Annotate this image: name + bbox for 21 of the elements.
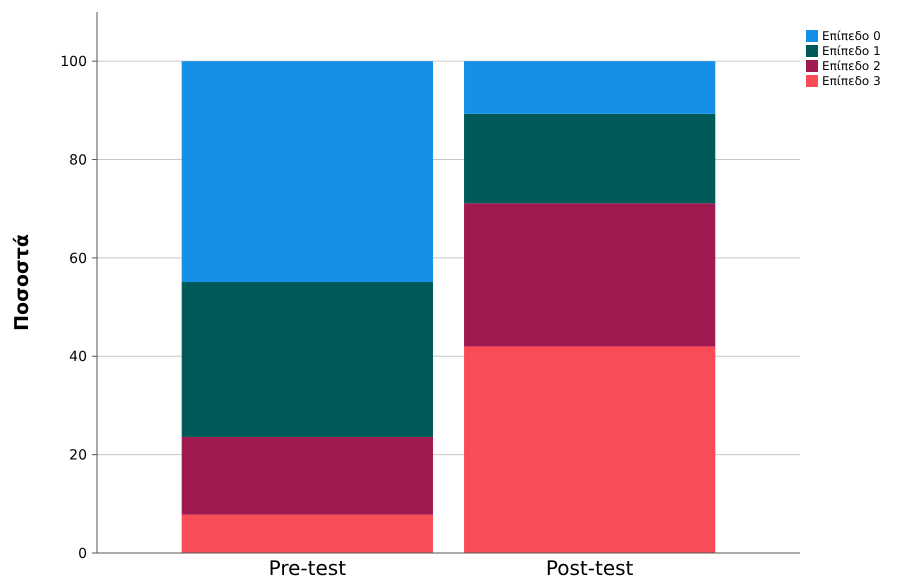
y-tick-label: 100	[60, 54, 87, 70]
bar	[464, 346, 716, 553]
bar	[464, 61, 716, 114]
bar	[464, 203, 716, 346]
y-tick-label: 0	[78, 546, 87, 562]
y-tick-label: 40	[69, 349, 87, 366]
bar	[464, 114, 716, 204]
legend-label: Επίπεδο 0	[822, 29, 881, 44]
legend-label: Επίπεδο 1	[822, 44, 881, 58]
x-tick-label: Post-test	[546, 556, 634, 580]
y-tick-label: 20	[69, 448, 87, 464]
x-tick-label: Pre-test	[268, 556, 346, 580]
bar	[182, 514, 433, 553]
bar	[182, 61, 433, 282]
y-tick-label: 80	[69, 152, 87, 168]
y-axis-title: Ποσοστά	[11, 234, 33, 331]
bar	[182, 282, 433, 437]
legend-label: Επίπεδο 2	[822, 59, 881, 74]
bar	[182, 436, 433, 515]
y-tick-label: 60	[69, 250, 87, 267]
legend-label: Επίπεδο 3	[822, 74, 881, 88]
